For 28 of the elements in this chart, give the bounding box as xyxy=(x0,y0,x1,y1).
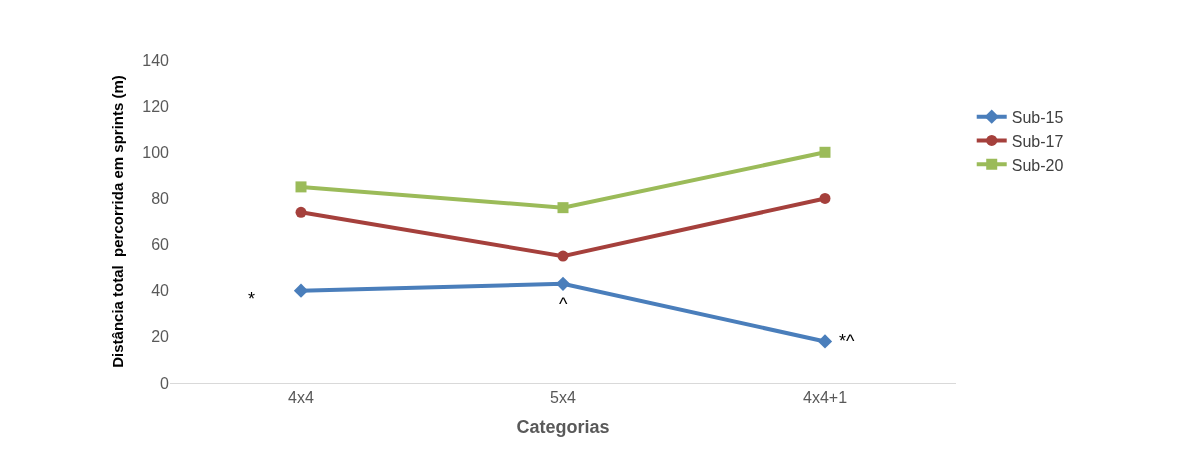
point xyxy=(817,334,833,349)
point xyxy=(555,276,571,291)
y-tick-label: 120 xyxy=(142,97,170,115)
x-tick-label: 4x4+1 xyxy=(802,389,848,407)
x-tick-label: 5x4 xyxy=(550,389,576,407)
annotation: ^ xyxy=(559,294,568,314)
x-tick-label: 4x4 xyxy=(288,389,314,407)
legend-label: Sub-15 xyxy=(1011,108,1064,126)
legend-label: Sub-20 xyxy=(1011,156,1064,174)
y-axis-title: Distância total percorrida em sprints (m) xyxy=(108,75,126,368)
y-tick-label: 100 xyxy=(142,143,170,161)
point xyxy=(557,250,569,262)
point xyxy=(293,283,309,298)
y-tick-label: 140 xyxy=(142,51,170,69)
legend-label: Sub-17 xyxy=(1011,132,1064,150)
y-tick-label: 60 xyxy=(151,236,170,254)
annotation: * xyxy=(248,289,256,309)
point xyxy=(819,192,831,204)
y-tick-label: 0 xyxy=(160,374,170,392)
point xyxy=(557,202,569,214)
point xyxy=(819,146,831,158)
y-tick-label: 40 xyxy=(151,282,170,300)
x-axis-title: Categorias xyxy=(516,417,610,438)
y-tick-label: 80 xyxy=(151,190,170,208)
y-tick-label: 20 xyxy=(151,328,170,346)
point xyxy=(295,181,307,193)
annotation: *^ xyxy=(839,331,855,351)
point xyxy=(295,206,307,218)
